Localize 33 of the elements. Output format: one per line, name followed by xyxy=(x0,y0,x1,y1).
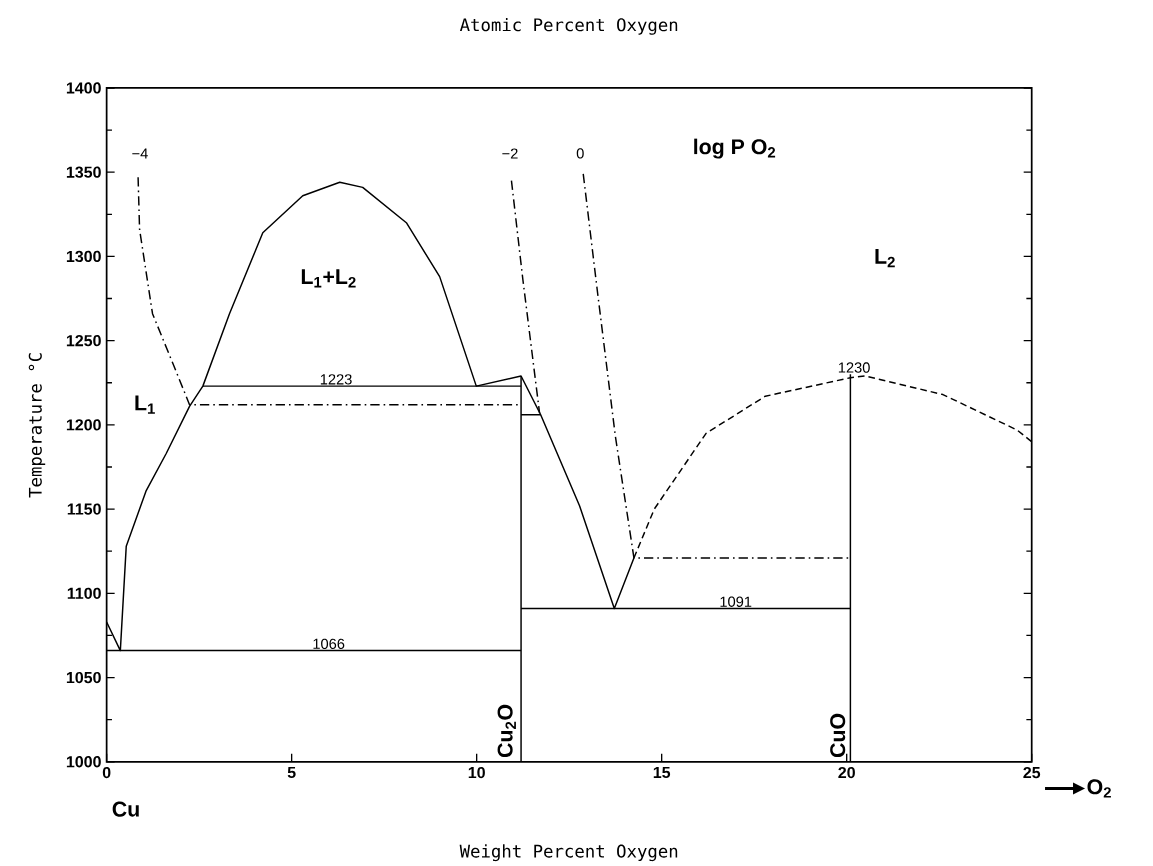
y-tick-label: 1250 xyxy=(66,334,101,347)
text: O$_{2}$ xyxy=(1087,779,1111,798)
x-tick-label: 0 xyxy=(102,766,111,779)
annotation: Cu$_{2}$O xyxy=(497,704,516,757)
annotation: 1230 xyxy=(838,362,870,373)
y-tick-label: 1200 xyxy=(66,419,101,431)
text: Cu xyxy=(112,801,139,817)
annotation: L$_{2}$ xyxy=(875,248,895,267)
x-tick-label: 20 xyxy=(838,766,855,779)
y-tick-label: 1000 xyxy=(66,755,101,768)
y-axis-title: Temperature °C xyxy=(28,353,46,498)
annotation: 0 xyxy=(576,148,584,159)
y-tick-label: 1100 xyxy=(67,587,101,599)
y-tick-label: 1400 xyxy=(66,82,101,94)
x-tick-label: 25 xyxy=(1023,766,1041,779)
annotation: L$_{1}$ xyxy=(135,395,155,414)
annotation: CuO xyxy=(830,713,846,757)
y-tick-label: 1300 xyxy=(66,250,101,262)
x-tick-label: 5 xyxy=(287,766,296,778)
annotation: 1091 xyxy=(720,596,752,607)
x-axis-title: Weight Percent Oxygen xyxy=(459,844,678,861)
y-tick-label: 1150 xyxy=(67,503,101,515)
annotation: L$_{1}$+L$_{2}$ xyxy=(301,269,356,288)
annotation: log P O$_{2}$ xyxy=(694,138,776,159)
annotation: 1066 xyxy=(313,638,345,649)
annotation: 1223 xyxy=(320,373,352,385)
y-tick-label: 1050 xyxy=(66,671,101,683)
x-tick-label: 15 xyxy=(653,766,671,778)
chart-title: Atomic Percent Oxygen xyxy=(459,17,678,35)
x-tick-label: 10 xyxy=(468,766,485,779)
annotation: −2 xyxy=(502,148,518,159)
y-tick-label: 1350 xyxy=(66,166,101,178)
annotation: −4 xyxy=(132,148,148,159)
